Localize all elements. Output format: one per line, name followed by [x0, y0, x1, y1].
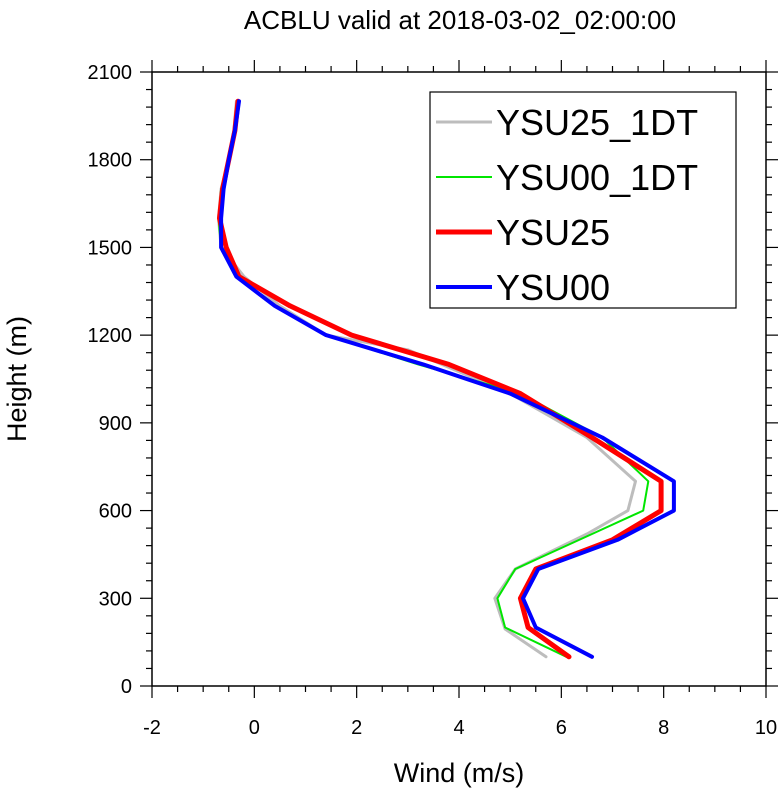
legend-label: YSU25 [496, 212, 610, 253]
legend: YSU25_1DT YSU00_1DT YSU25 YSU00 [436, 102, 698, 308]
y-tick-label: 1200 [88, 325, 133, 347]
x-axis-label: Wind (m/s) [394, 758, 525, 788]
chart-title: ACBLU valid at 2018-03-02_02:00:00 [244, 5, 676, 35]
x-tick-label: 6 [556, 717, 567, 739]
legend-label: YSU00 [496, 267, 610, 308]
series-line-ysu00 [219, 99, 676, 659]
legend-label: YSU25_1DT [496, 102, 698, 143]
legend-label: YSU00_1DT [496, 157, 698, 198]
y-axis-label: Height (m) [2, 316, 32, 442]
x-tick-label: 10 [755, 717, 777, 739]
legend-box [429, 91, 737, 309]
x-tick-label: 0 [249, 717, 260, 739]
y-tick-label: 0 [121, 676, 132, 698]
x-tick-label: 2 [351, 717, 362, 739]
x-tick-label: -2 [143, 717, 161, 739]
y-tick-label: 600 [99, 501, 132, 523]
series-layer [217, 98, 676, 660]
y-tick-label: 300 [99, 588, 132, 610]
y-tick-label: 2100 [88, 62, 133, 84]
y-tick-label: 1500 [88, 237, 133, 259]
axis-ticks: -2 0 2 4 6 8 10 0 300 600 900 1200 1500 1800 2100 [88, 60, 778, 739]
x-tick-label: 4 [453, 717, 464, 739]
y-tick-label: 900 [99, 413, 132, 435]
x-tick-label: 8 [658, 717, 669, 739]
y-tick-label: 1800 [88, 150, 133, 172]
